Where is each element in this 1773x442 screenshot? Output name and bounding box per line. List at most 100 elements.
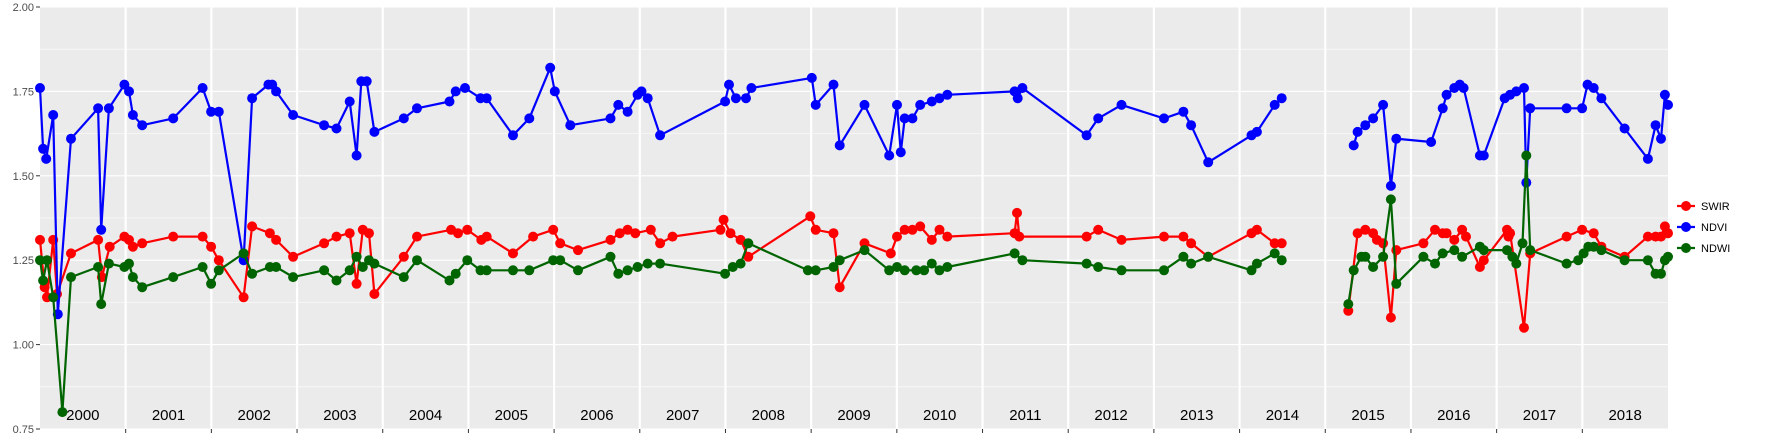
y-tick-label: 1.75	[13, 86, 34, 98]
legend-key-swir	[1681, 201, 1691, 211]
data-point-ndvi	[319, 120, 330, 131]
data-point-ndwi	[828, 262, 839, 272]
data-point-ndwi	[137, 282, 148, 293]
data-point-swir	[1014, 231, 1025, 242]
data-point-swir	[1159, 231, 1169, 242]
data-point-ndvi	[934, 93, 945, 104]
data-point-ndwi	[1596, 245, 1607, 256]
data-point-ndvi	[1519, 83, 1529, 93]
data-point-ndwi	[573, 265, 583, 276]
data-point-swir	[66, 248, 76, 259]
data-point-ndvi	[884, 150, 895, 161]
data-point-ndwi	[1360, 251, 1371, 262]
data-point-swir	[364, 228, 374, 239]
data-point-ndvi	[369, 126, 380, 137]
data-point-ndvi	[1525, 103, 1536, 114]
data-point-ndwi	[344, 265, 355, 276]
data-point-ndwi	[1478, 245, 1489, 256]
data-point-ndvi	[344, 96, 355, 107]
data-point-swir	[667, 231, 678, 242]
data-point-swir	[715, 224, 726, 235]
data-point-ndwi	[331, 275, 342, 286]
data-point-swir	[1461, 231, 1471, 242]
data-point-swir	[1577, 224, 1588, 235]
data-point-ndwi	[168, 272, 179, 283]
y-tick-label: 1.50	[13, 171, 34, 183]
data-point-ndvi	[915, 99, 926, 110]
year-label: 2018	[1608, 407, 1641, 424]
data-point-ndwi	[1437, 248, 1448, 259]
data-point-ndwi	[1449, 245, 1460, 256]
data-point-ndvi	[1378, 99, 1389, 110]
data-point-swir	[1588, 228, 1599, 239]
data-point-swir	[1391, 245, 1402, 256]
data-point-ndvi	[1596, 93, 1607, 104]
data-point-swir	[1352, 228, 1363, 239]
data-point-ndvi	[730, 93, 741, 104]
data-point-ndvi	[288, 110, 299, 120]
data-point-ndvi	[247, 93, 258, 104]
data-point-swir	[622, 224, 633, 235]
data-point-ndwi	[271, 262, 282, 272]
data-point-swir	[630, 228, 641, 239]
legend-label-swir: SWIR	[1701, 201, 1730, 213]
data-point-ndwi	[834, 255, 845, 266]
data-point-ndwi	[919, 265, 930, 276]
data-point-ndwi	[1663, 251, 1673, 262]
data-point-ndwi	[508, 265, 518, 276]
year-label: 2013	[1180, 407, 1213, 424]
data-point-ndwi	[450, 268, 461, 279]
data-point-ndvi	[565, 120, 576, 131]
data-point-swir	[1116, 234, 1127, 245]
data-point-ndvi	[1577, 103, 1588, 114]
data-point-ndwi	[96, 299, 107, 310]
data-point-swir	[412, 231, 422, 242]
data-point-ndwi	[727, 262, 738, 272]
data-point-ndvi	[907, 113, 918, 124]
year-label: 2012	[1094, 407, 1127, 424]
data-point-ndwi	[213, 265, 224, 276]
data-point-swir	[1449, 234, 1460, 245]
data-point-ndwi	[1430, 258, 1440, 269]
data-point-swir	[247, 221, 258, 232]
data-point-ndvi	[1659, 89, 1670, 100]
year-label: 2015	[1351, 407, 1384, 424]
data-point-ndvi	[1426, 137, 1437, 147]
data-point-swir	[1441, 228, 1452, 239]
data-point-ndvi	[508, 130, 518, 141]
data-point-ndvi	[895, 147, 906, 158]
data-point-ndvi	[1511, 86, 1522, 97]
data-point-swir	[573, 245, 583, 256]
data-point-ndwi	[926, 258, 937, 269]
data-point-ndvi	[724, 79, 734, 90]
data-point-ndwi	[1178, 251, 1189, 262]
legend-label-ndwi: NDWI	[1701, 243, 1730, 255]
data-point-swir	[1385, 312, 1396, 323]
data-point-ndwi	[892, 262, 902, 272]
data-point-ndwi	[462, 255, 473, 266]
data-point-swir	[1251, 224, 1262, 235]
data-point-swir	[655, 238, 666, 249]
data-point-ndvi	[96, 224, 107, 235]
data-point-swir	[555, 238, 566, 249]
data-point-ndwi	[206, 278, 217, 289]
data-point-ndvi	[331, 123, 342, 134]
data-point-swir	[915, 221, 926, 232]
data-point-swir	[1519, 322, 1529, 333]
data-point-swir	[288, 251, 299, 262]
y-tick-label: 2.00	[13, 2, 34, 14]
data-point-ndvi	[137, 120, 148, 131]
data-point-swir	[127, 241, 138, 252]
year-label: 2017	[1523, 407, 1556, 424]
data-point-swir	[735, 234, 746, 245]
data-point-ndwi	[197, 262, 208, 272]
legend-key-ndvi	[1681, 222, 1691, 232]
data-point-ndvi	[720, 96, 731, 107]
data-point-ndvi	[444, 96, 455, 107]
data-point-ndvi	[859, 99, 870, 110]
data-point-swir	[605, 234, 616, 245]
data-point-swir	[1642, 231, 1653, 242]
data-point-swir	[1360, 224, 1371, 235]
data-point-ndwi	[1159, 265, 1169, 276]
